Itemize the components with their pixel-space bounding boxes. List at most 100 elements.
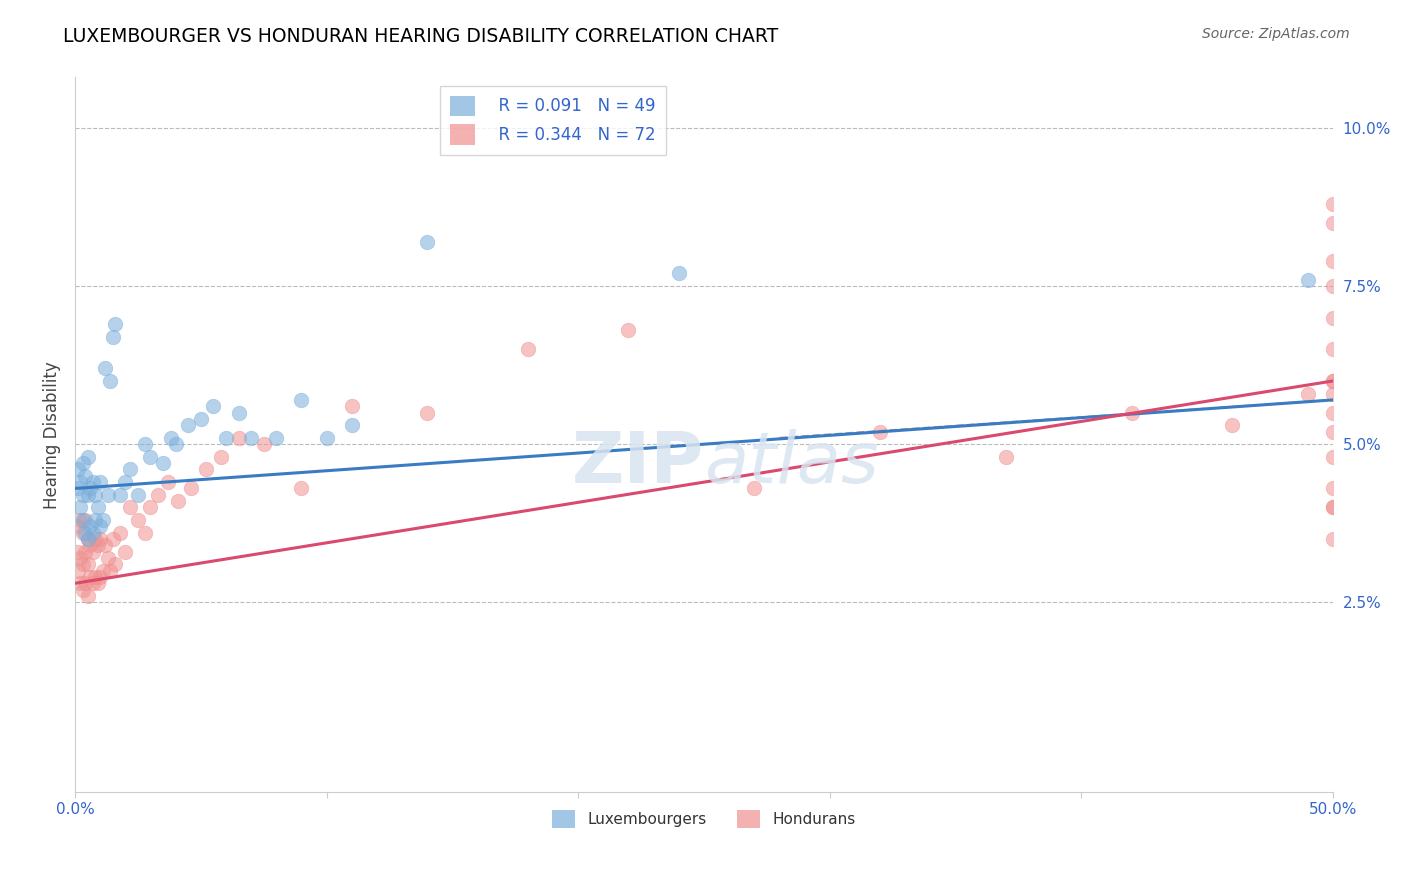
Hondurans — [1322, 532, 1344, 546]
Luxembourgers — [139, 450, 162, 464]
Hondurans — [98, 564, 121, 578]
Hondurans — [1322, 197, 1344, 211]
Hondurans — [1220, 418, 1243, 433]
Hondurans — [228, 431, 250, 445]
Luxembourgers — [97, 488, 120, 502]
Y-axis label: Hearing Disability: Hearing Disability — [44, 361, 60, 508]
Legend: Luxembourgers, Hondurans: Luxembourgers, Hondurans — [546, 804, 862, 834]
Hondurans — [101, 532, 124, 546]
Hondurans — [86, 538, 108, 552]
Luxembourgers — [91, 513, 114, 527]
Hondurans — [180, 482, 202, 496]
Hondurans — [66, 564, 89, 578]
Hondurans — [89, 532, 111, 546]
Luxembourgers — [82, 525, 104, 540]
Hondurans — [72, 525, 94, 540]
Luxembourgers — [264, 431, 287, 445]
Luxembourgers — [76, 488, 98, 502]
Hondurans — [194, 462, 217, 476]
Hondurans — [94, 538, 117, 552]
Hondurans — [1322, 386, 1344, 401]
Hondurans — [1322, 374, 1344, 388]
Luxembourgers — [75, 468, 97, 483]
Luxembourgers — [72, 456, 94, 470]
Hondurans — [66, 544, 89, 558]
Hondurans — [1322, 482, 1344, 496]
Hondurans — [869, 425, 891, 439]
Hondurans — [1322, 450, 1344, 464]
Hondurans — [1322, 406, 1344, 420]
Luxembourgers — [290, 392, 312, 407]
Hondurans — [84, 532, 107, 546]
Hondurans — [167, 494, 190, 508]
Luxembourgers — [240, 431, 263, 445]
Hondurans — [79, 570, 101, 584]
Hondurans — [1322, 425, 1344, 439]
Hondurans — [1322, 500, 1344, 515]
Text: LUXEMBOURGER VS HONDURAN HEARING DISABILITY CORRELATION CHART: LUXEMBOURGER VS HONDURAN HEARING DISABIL… — [63, 27, 779, 45]
Luxembourgers — [101, 329, 124, 343]
Luxembourgers — [75, 525, 97, 540]
Luxembourgers — [152, 456, 174, 470]
Hondurans — [110, 525, 132, 540]
Luxembourgers — [86, 500, 108, 515]
Luxembourgers — [79, 519, 101, 533]
Hondurans — [617, 323, 640, 337]
Hondurans — [146, 488, 169, 502]
Luxembourgers — [76, 450, 98, 464]
Hondurans — [134, 525, 156, 540]
Hondurans — [1296, 386, 1319, 401]
Hondurans — [72, 582, 94, 597]
Luxembourgers — [215, 431, 238, 445]
Luxembourgers — [72, 488, 94, 502]
Text: Source: ZipAtlas.com: Source: ZipAtlas.com — [1202, 27, 1350, 41]
Hondurans — [209, 450, 232, 464]
Hondurans — [76, 589, 98, 603]
Hondurans — [89, 570, 111, 584]
Hondurans — [114, 544, 136, 558]
Hondurans — [1322, 279, 1344, 293]
Hondurans — [69, 576, 91, 591]
Luxembourgers — [228, 406, 250, 420]
Luxembourgers — [69, 475, 91, 489]
Hondurans — [253, 437, 276, 451]
Hondurans — [104, 558, 127, 572]
Luxembourgers — [84, 513, 107, 527]
Hondurans — [1322, 500, 1344, 515]
Luxembourgers — [340, 418, 363, 433]
Hondurans — [290, 482, 312, 496]
Hondurans — [75, 576, 97, 591]
Text: atlas: atlas — [704, 429, 879, 498]
Text: ZIP: ZIP — [572, 429, 704, 498]
Hondurans — [76, 558, 98, 572]
Luxembourgers — [66, 482, 89, 496]
Hondurans — [75, 544, 97, 558]
Hondurans — [82, 576, 104, 591]
Luxembourgers — [84, 488, 107, 502]
Hondurans — [1322, 343, 1344, 357]
Luxembourgers — [177, 418, 200, 433]
Luxembourgers — [114, 475, 136, 489]
Luxembourgers — [120, 462, 142, 476]
Luxembourgers — [127, 488, 149, 502]
Luxembourgers — [98, 374, 121, 388]
Luxembourgers — [202, 399, 225, 413]
Luxembourgers — [72, 513, 94, 527]
Luxembourgers — [668, 267, 690, 281]
Hondurans — [1322, 374, 1344, 388]
Hondurans — [120, 500, 142, 515]
Luxembourgers — [76, 532, 98, 546]
Hondurans — [994, 450, 1017, 464]
Hondurans — [516, 343, 538, 357]
Hondurans — [82, 544, 104, 558]
Luxembourgers — [104, 317, 127, 331]
Luxembourgers — [165, 437, 187, 451]
Luxembourgers — [416, 235, 439, 249]
Hondurans — [416, 406, 439, 420]
Hondurans — [157, 475, 180, 489]
Hondurans — [72, 558, 94, 572]
Hondurans — [127, 513, 149, 527]
Hondurans — [742, 482, 765, 496]
Hondurans — [139, 500, 162, 515]
Hondurans — [86, 576, 108, 591]
